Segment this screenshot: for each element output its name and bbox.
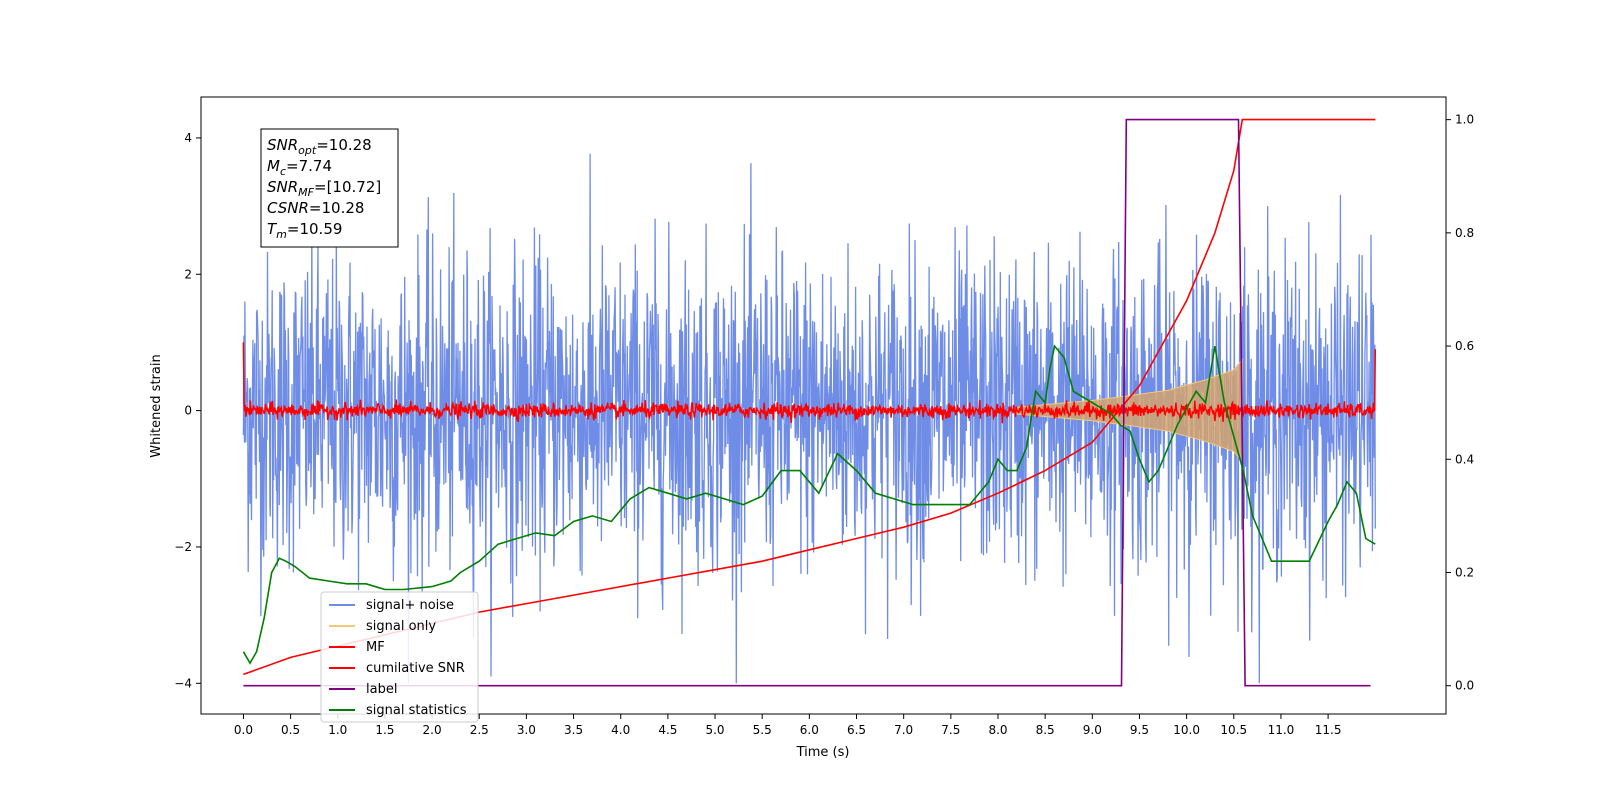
y-axis-label: Whitened strain [149, 354, 164, 457]
annotation-line: CSNR=10.28 [267, 199, 364, 217]
x-tick-label: 10.5 [1220, 723, 1247, 737]
y-axis-right: 0.0 0.2 0.4 0.6 0.8 1.0 [1446, 113, 1474, 693]
y2-tick-label: 0.6 [1455, 339, 1474, 353]
legend-label: signal only [366, 619, 436, 634]
x-tick-label: 1.0 [328, 723, 347, 737]
x-tick-label: 4.0 [611, 723, 630, 737]
series-layer [242, 118, 1377, 687]
legend-label: cumilative SNR [366, 661, 465, 676]
y-tick-label: 2 [184, 267, 192, 281]
y2-tick-label: 1.0 [1455, 113, 1474, 127]
legend-label: signal statistics [366, 703, 467, 718]
x-tick-label: 9.5 [1130, 723, 1149, 737]
legend-label: MF [366, 640, 385, 655]
legend-frame [320, 591, 479, 723]
x-tick-label: 1.5 [375, 723, 394, 737]
y2-tick-label: 0.2 [1455, 565, 1474, 579]
annotation-line: Tm=10.59 [267, 220, 342, 241]
annotation-box: SNRopt=10.28Mc=7.74SNRMF=[10.72]CSNR=10.… [260, 128, 399, 248]
y-tick-label: 0 [184, 404, 192, 418]
x-tick-label: 8.5 [1036, 723, 1055, 737]
x-tick-label: 2.0 [423, 723, 442, 737]
x-axis-label: Time (s) [796, 745, 850, 760]
annotation-line: Mc=7.74 [267, 157, 332, 178]
x-tick-label: 7.0 [894, 723, 913, 737]
x-tick-label: 5.0 [705, 723, 724, 737]
annotation-line: SNRMF=[10.72] [267, 178, 381, 199]
plot-frame [200, 96, 1447, 715]
y2-tick-label: 0.4 [1455, 452, 1474, 466]
y2-tick-label: 0.0 [1455, 679, 1474, 693]
x-tick-label: 5.5 [753, 723, 772, 737]
x-tick-label: 3.0 [517, 723, 536, 737]
x-tick-label: 6.5 [847, 723, 866, 737]
x-tick-label: 7.5 [941, 723, 960, 737]
y-tick-label: −2 [174, 540, 192, 554]
x-tick-label: 8.0 [988, 723, 1007, 737]
y-axis-left: 4 2 0 −2 −4 [174, 131, 201, 690]
x-tick-label: 9.0 [1083, 723, 1102, 737]
annotation-line: SNRopt=10.28 [267, 136, 372, 157]
series-mf [242, 342, 1377, 424]
y-tick-label: 4 [184, 131, 192, 145]
legend: signal+ noise signal only MF cumilative SNR… [320, 591, 479, 723]
series-label [243, 118, 1371, 687]
x-tick-label: 10.0 [1173, 723, 1200, 737]
x-tick-label: 3.5 [564, 723, 583, 737]
legend-label: label [366, 682, 397, 697]
x-axis: 0.0 0.5 1.0 1.5 2.0 2.5 3.0 3.5 4.0 4.5 5.0 5.5 6.0 6… [234, 714, 1342, 737]
x-tick-label: 0.0 [234, 723, 253, 737]
series-signal-statistics [242, 344, 1376, 665]
annotation-frame [260, 128, 399, 248]
series-signal-plus-noise [242, 153, 1376, 684]
legend-label: signal+ noise [366, 598, 454, 613]
x-tick-label: 0.5 [281, 723, 300, 737]
x-tick-label: 2.5 [470, 723, 489, 737]
x-tick-label: 11.5 [1315, 723, 1342, 737]
y2-tick-label: 0.8 [1455, 226, 1474, 240]
x-tick-label: 4.5 [658, 723, 677, 737]
x-tick-label: 11.0 [1268, 723, 1295, 737]
x-tick-label: 6.0 [800, 723, 819, 737]
y-tick-label: −4 [174, 676, 192, 690]
